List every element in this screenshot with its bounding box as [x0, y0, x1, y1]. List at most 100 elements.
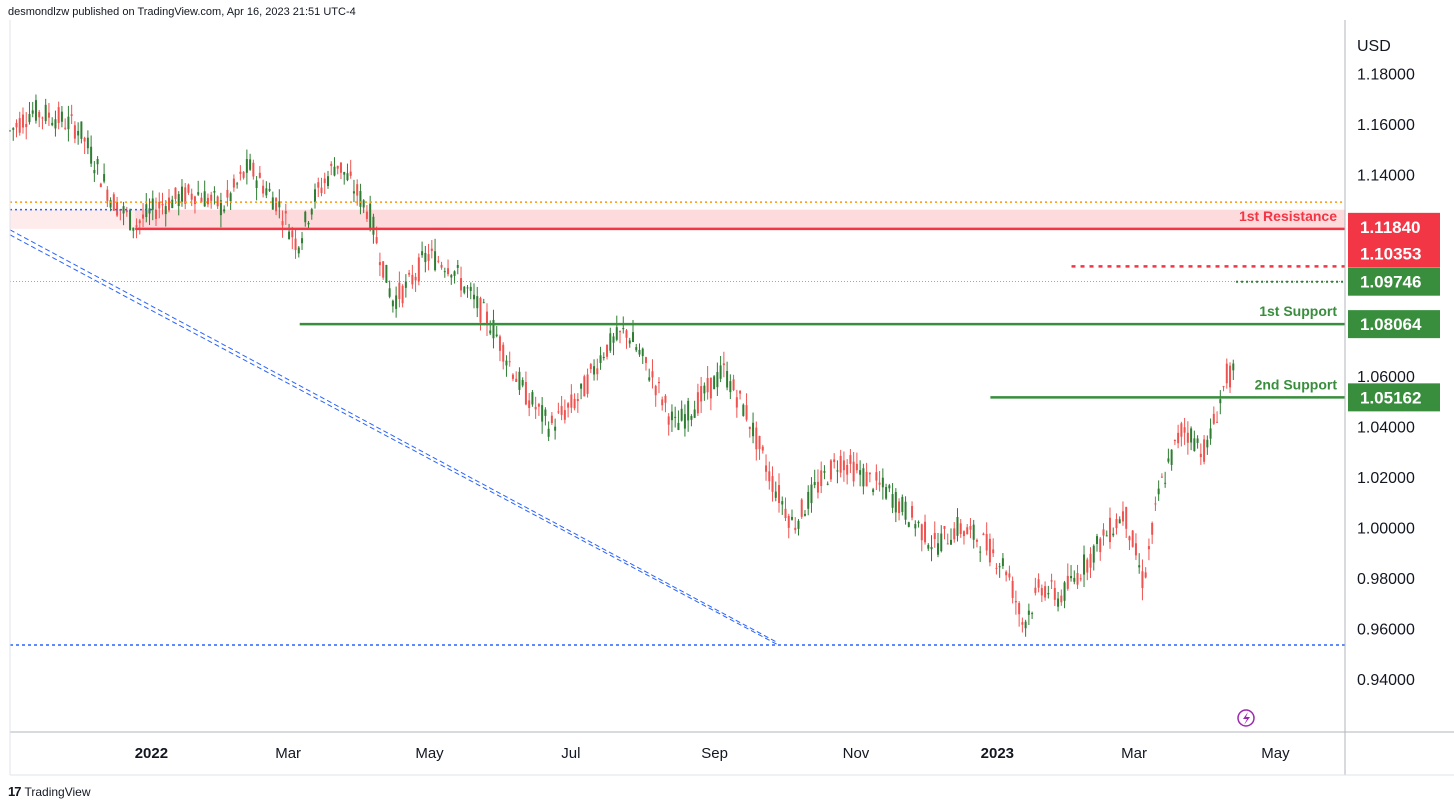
candle-body [609, 333, 612, 351]
candle-body [687, 400, 690, 421]
candle-body [800, 499, 803, 517]
candle-body [164, 206, 167, 215]
trendline-lower [9, 234, 778, 645]
candle-body [129, 209, 132, 230]
candle-body [177, 194, 180, 207]
candle-body [1070, 576, 1073, 579]
candle-body [122, 206, 125, 214]
candle-body [1096, 536, 1099, 544]
candle-body [1021, 622, 1024, 625]
candle-body [615, 327, 618, 340]
candle-body [732, 379, 735, 391]
candle-body [816, 481, 819, 493]
candle-body [537, 404, 540, 407]
candle-body [103, 174, 106, 182]
candle-body [469, 286, 472, 291]
candle-body [995, 567, 998, 569]
candle-body [787, 515, 790, 528]
candle-body [859, 470, 862, 475]
candle-body [878, 482, 881, 485]
candle-body [1014, 600, 1017, 603]
candle-body [560, 406, 563, 415]
x-tick-label: Mar [275, 745, 301, 762]
candle-body [1160, 476, 1163, 478]
candle-body [541, 405, 544, 422]
candle-body [294, 238, 297, 250]
candle-body [781, 501, 784, 505]
candle-body [31, 110, 34, 114]
candle-body [258, 172, 261, 178]
candle-body [972, 524, 975, 540]
candle-body [180, 186, 183, 202]
candle-body [90, 146, 93, 164]
support-2-label: 2nd Support [1255, 376, 1338, 392]
candle-body [440, 264, 443, 268]
candle-body [1018, 603, 1021, 615]
candle-body [213, 191, 216, 193]
y-tick-label: 1.04000 [1357, 420, 1415, 437]
candle-body [352, 191, 355, 194]
candle-body [301, 238, 304, 244]
candle-body [310, 209, 313, 215]
candle-body [670, 411, 673, 421]
y-tick-label: 1.18000 [1357, 66, 1415, 83]
candle-body [67, 116, 70, 130]
candle-body [1060, 595, 1063, 603]
candle-body [1147, 546, 1150, 550]
candle-body [1057, 598, 1060, 607]
candle-body [1164, 482, 1167, 484]
candle-body [839, 455, 842, 473]
candle-body [171, 199, 174, 208]
candle-body [1125, 507, 1128, 529]
candle-body [898, 501, 901, 514]
candle-body [349, 171, 352, 176]
candle-body [271, 197, 274, 210]
candle-body [161, 203, 164, 206]
candle-body [872, 489, 875, 493]
candle-body [722, 363, 725, 366]
candle-body [41, 117, 44, 119]
candle-body [93, 169, 96, 174]
candle-body [576, 399, 579, 402]
candle-body [323, 178, 326, 184]
candle-body [330, 163, 333, 166]
candle-body [125, 210, 128, 213]
candle-body [1031, 613, 1034, 615]
y-tick-label: 0.94000 [1357, 672, 1415, 689]
lightning-icon [1237, 709, 1255, 727]
candle-body [690, 416, 693, 420]
candle-body [1131, 530, 1134, 547]
candle-body [245, 159, 248, 173]
candle-body [38, 111, 41, 118]
candle-body [200, 197, 203, 203]
candle-body [1044, 586, 1047, 598]
candle-body [1118, 519, 1121, 524]
candle-body [369, 203, 372, 229]
candle-body [460, 278, 463, 291]
candle-body [790, 516, 793, 520]
candle-body [632, 332, 634, 343]
candle-body [453, 271, 456, 276]
candle-body [404, 281, 407, 288]
candle-body [586, 374, 589, 394]
candle-body [1079, 578, 1082, 580]
candle-body [80, 121, 83, 139]
candle-body [531, 392, 534, 405]
candle-body [515, 378, 518, 382]
candle-body [51, 122, 54, 126]
candle-body [979, 551, 982, 553]
price-tag [1348, 310, 1440, 339]
candle-body [15, 122, 18, 128]
candle-body [1108, 517, 1111, 543]
candle-body [1154, 503, 1157, 505]
candle-body [167, 197, 170, 211]
candle-body [424, 252, 427, 263]
candle-body [219, 200, 222, 216]
candle-body [927, 545, 930, 549]
candle-body [135, 225, 138, 227]
candle-body [12, 128, 15, 130]
candle-body [904, 501, 907, 520]
candle-body [96, 158, 99, 165]
candle-body [619, 331, 622, 333]
